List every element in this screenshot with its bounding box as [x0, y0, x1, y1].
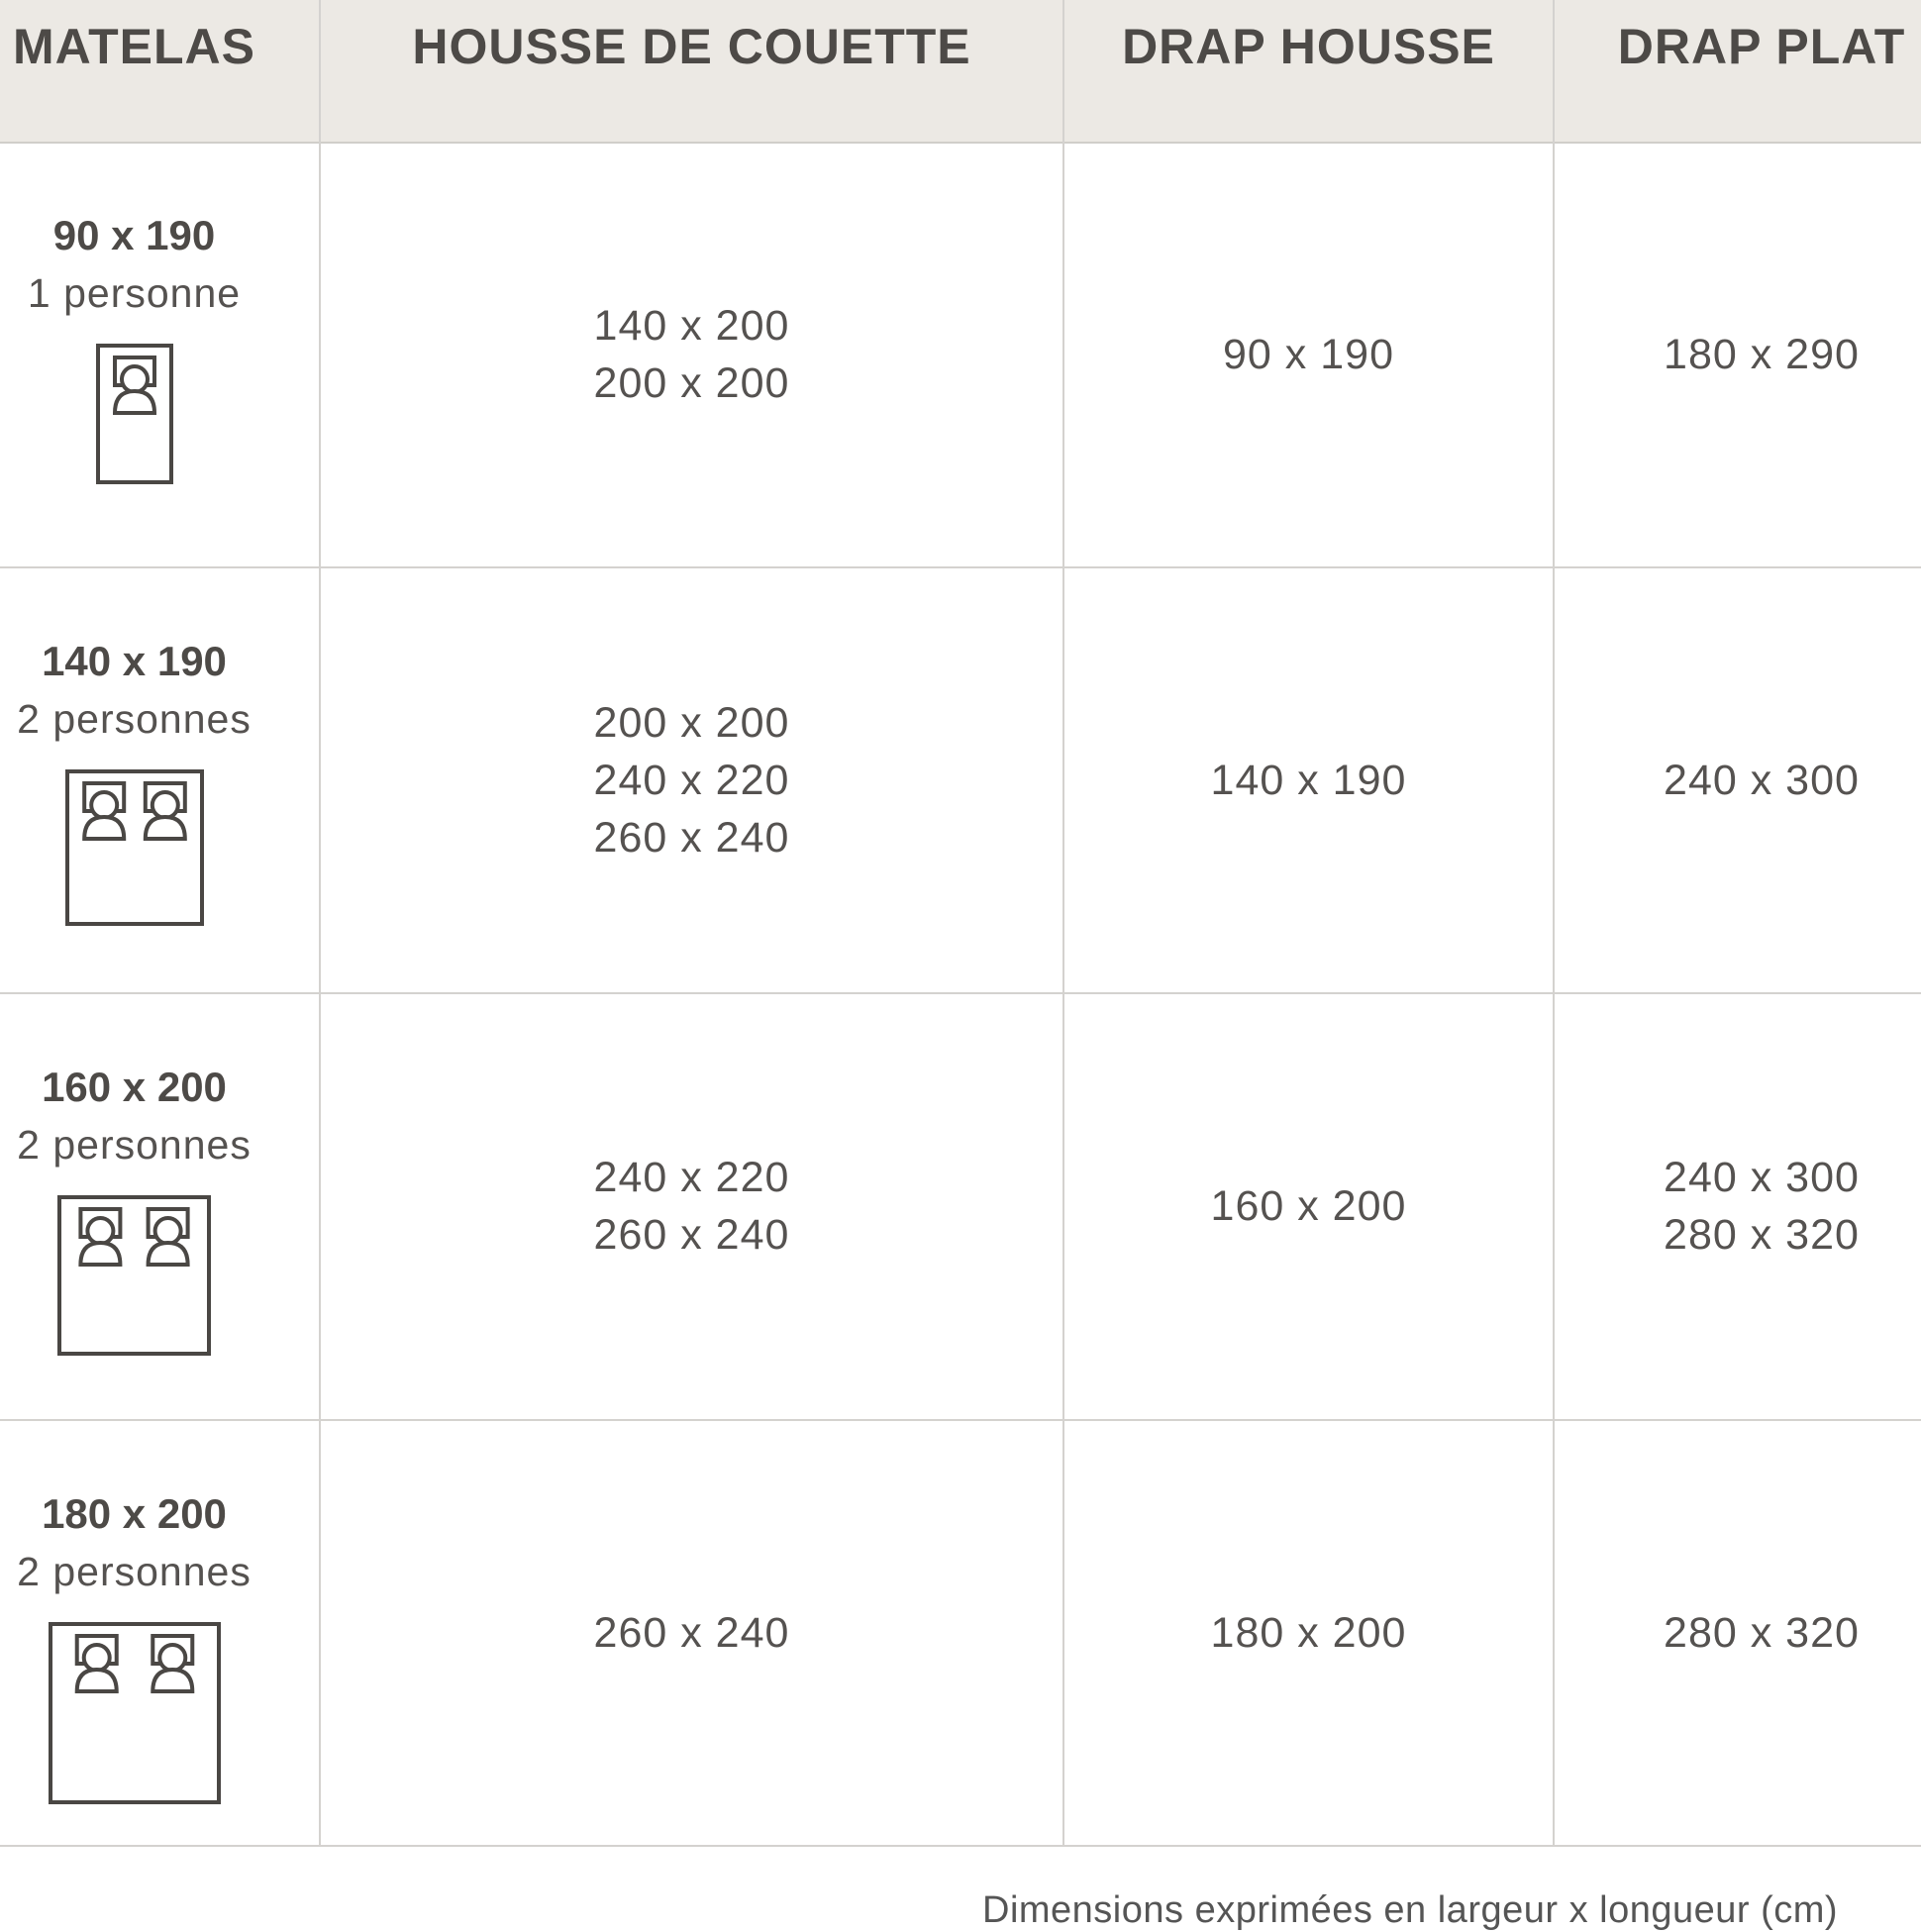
fitted-size: 160 x 200 — [1210, 1182, 1407, 1230]
duvet-size: 260 x 240 — [593, 814, 790, 862]
mattress-people: 2 personnes — [17, 1549, 252, 1594]
row-divider — [0, 1419, 1921, 1421]
sleeper-icon — [150, 1634, 194, 1693]
fitted-size: 180 x 200 — [1210, 1609, 1407, 1657]
sleeper-icon — [112, 356, 156, 415]
duvet-size: 140 x 200 — [593, 302, 790, 350]
bed-icon — [57, 1195, 211, 1356]
duvet-cell: 200 x 200 240 x 220 260 x 240 — [320, 567, 1063, 993]
header-drap-housse: DRAP HOUSSE — [1122, 19, 1495, 74]
fitted-size: 90 x 190 — [1223, 331, 1394, 378]
mattress-size: 90 x 190 — [52, 212, 216, 258]
flat-cell: 240 x 300 280 x 320 — [1554, 993, 1921, 1419]
fitted-cell: 160 x 200 — [1063, 993, 1554, 1419]
mattress-cell: 180 x 200 2 personnes — [0, 1485, 320, 1804]
column-divider — [1553, 0, 1555, 1846]
mattress-cell: 90 x 190 1 personne — [0, 207, 320, 484]
duvet-cell: 240 x 220 260 x 240 — [320, 993, 1063, 1419]
bed-icon — [48, 1622, 221, 1804]
flat-size: 180 x 290 — [1664, 331, 1860, 378]
mattress-people: 2 personnes — [17, 696, 252, 742]
header-housse-de-couette: HOUSSE DE COUETTE — [412, 19, 971, 74]
flat-cell: 280 x 320 — [1554, 1420, 1921, 1846]
mattress-size: 160 x 200 — [42, 1064, 227, 1110]
header-matelas: MATELAS — [13, 19, 255, 74]
flat-size: 280 x 320 — [1664, 1211, 1860, 1259]
footer-note: Dimensions exprimées en largeur x longue… — [982, 1889, 1839, 1931]
duvet-size: 260 x 240 — [593, 1211, 790, 1259]
bed-icon — [64, 769, 204, 926]
fitted-cell: 180 x 200 — [1063, 1420, 1554, 1846]
row-divider — [0, 992, 1921, 994]
mattress-cell: 160 x 200 2 personnes — [0, 1059, 320, 1356]
duvet-size: 240 x 220 — [593, 1154, 790, 1201]
mattress-cell: 140 x 190 2 personnes — [0, 633, 320, 926]
sleeper-icon — [81, 781, 126, 841]
row-divider — [0, 1845, 1921, 1847]
row-divider — [0, 566, 1921, 568]
flat-size: 280 x 320 — [1664, 1609, 1860, 1657]
duvet-cell: 140 x 200 200 x 200 — [320, 142, 1063, 567]
bed-icon — [95, 344, 173, 484]
mattress-people: 1 personne — [27, 270, 242, 316]
duvet-size: 260 x 240 — [593, 1609, 790, 1657]
flat-size: 240 x 300 — [1664, 757, 1860, 804]
mattress-people: 2 personnes — [17, 1122, 252, 1168]
mattress-size: 140 x 190 — [42, 638, 227, 684]
duvet-size: 200 x 200 — [593, 359, 790, 407]
duvet-cell: 260 x 240 — [320, 1420, 1063, 1846]
sleeper-icon — [146, 1207, 190, 1267]
fitted-cell: 90 x 190 — [1063, 142, 1554, 567]
flat-size: 240 x 300 — [1664, 1154, 1860, 1201]
sleeper-icon — [74, 1634, 119, 1693]
header-drap-plat: DRAP PLAT — [1617, 19, 1906, 74]
table-header: MATELAS HOUSSE DE COUETTE DRAP HOUSSE DR… — [0, 0, 1921, 144]
duvet-size: 240 x 220 — [593, 757, 790, 804]
sleeper-icon — [78, 1207, 123, 1267]
duvet-size: 200 x 200 — [593, 699, 790, 747]
fitted-size: 140 x 190 — [1210, 757, 1407, 804]
fitted-cell: 140 x 190 — [1063, 567, 1554, 993]
flat-cell: 240 x 300 — [1554, 567, 1921, 993]
column-divider — [319, 0, 321, 1846]
column-divider — [1062, 0, 1064, 1846]
mattress-size: 180 x 200 — [42, 1490, 227, 1537]
sleeper-icon — [143, 781, 187, 841]
flat-cell: 180 x 290 — [1554, 142, 1921, 567]
